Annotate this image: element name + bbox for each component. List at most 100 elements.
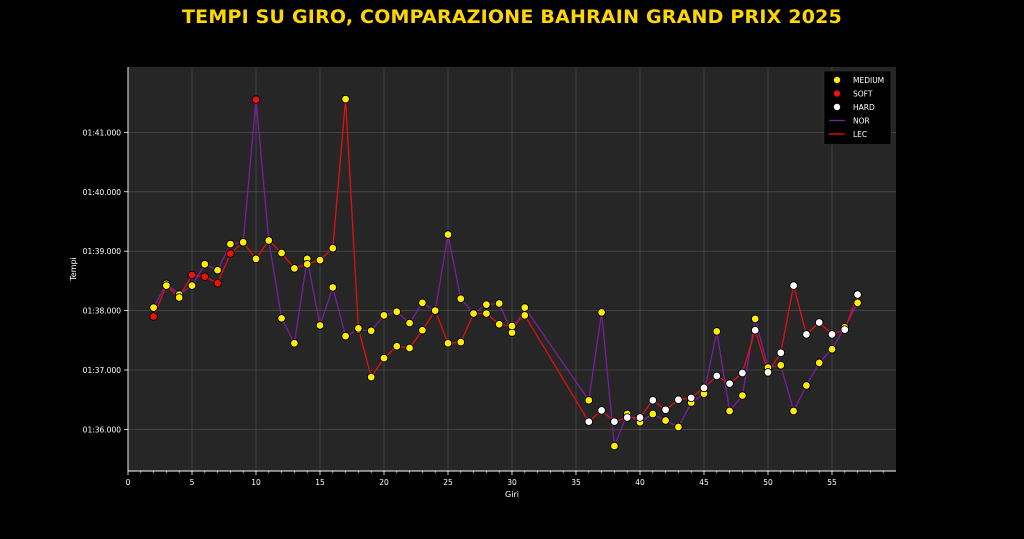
data-point-nor [290, 339, 299, 348]
data-point-lec [853, 290, 862, 299]
x-tick-label: 10 [251, 478, 261, 487]
legend: MEDIUM SOFT HARD NOR LEC [823, 70, 892, 145]
data-point-lec [494, 320, 504, 329]
data-point-nor [443, 230, 453, 239]
data-point-lec [456, 337, 466, 347]
data-point-lec [802, 330, 811, 339]
data-point-lec [392, 341, 402, 351]
data-point-lec [725, 379, 734, 388]
data-point-lec [482, 309, 491, 318]
series-line-nor [153, 99, 859, 447]
y-tick-label: 01:41.000 [83, 128, 122, 137]
x-tick-label: 55 [827, 478, 837, 487]
series-lines [152, 98, 859, 447]
x-tick-label: 15 [315, 478, 325, 487]
legend-marker-hard [833, 103, 842, 112]
data-point-nor [226, 239, 235, 249]
data-point-nor [661, 416, 670, 425]
data-point-lec [174, 293, 184, 302]
data-point-lec [789, 281, 798, 290]
data-point-nor [827, 344, 837, 354]
y-tick-label: 01:39.000 [83, 247, 122, 256]
legend-label-hard: HARD [853, 103, 875, 112]
data-point-lec [648, 396, 658, 405]
data-point-lec [584, 417, 594, 426]
data-point-lec [379, 353, 389, 363]
data-point-lec [520, 311, 530, 320]
x-tick-label: 0 [126, 478, 131, 487]
data-point-lec [277, 248, 286, 258]
y-tick-label: 01:38.000 [83, 307, 122, 316]
x-tick-label: 35 [571, 478, 581, 487]
data-point-lec [738, 368, 747, 378]
data-point-nor [213, 265, 222, 275]
data-point-nor [712, 327, 722, 336]
data-point-lec [430, 306, 440, 315]
data-point-nor [341, 331, 350, 341]
x-tick-label: 25 [443, 478, 453, 487]
legend-label-nor: NOR [853, 117, 870, 126]
y-axis-label: Tempi [69, 257, 78, 282]
y-tick-label: 01:37.000 [83, 366, 122, 375]
data-point-nor [200, 259, 210, 269]
data-point-nor [597, 308, 606, 317]
y-axis-ticks: 01:36.000 01:37.000 01:38.000 01:39.000 01:4… [83, 128, 128, 434]
series-points [149, 94, 862, 451]
data-point-lec [328, 243, 338, 253]
data-point-lec [469, 309, 478, 318]
data-point-lec [507, 321, 517, 331]
data-point-lec [686, 393, 696, 403]
data-point-lec [840, 325, 850, 334]
y-tick-label: 01:40.000 [83, 188, 122, 197]
data-point-lec [290, 264, 299, 273]
x-axis-ticks: 0 5 10 15 20 25 30 35 40 45 50 55 [126, 471, 884, 487]
data-point-nor [802, 381, 811, 390]
data-point-nor [725, 406, 734, 416]
legend-label-soft: SOFT [853, 90, 873, 99]
data-point-lec [814, 318, 824, 327]
series-line-lec [152, 98, 859, 423]
data-point-lec [226, 249, 235, 258]
data-point-nor [674, 422, 683, 432]
data-point-lec [302, 259, 312, 269]
data-point-nor [520, 303, 530, 312]
data-point-nor [187, 281, 197, 290]
data-point-nor [328, 283, 338, 292]
data-point-nor [738, 391, 747, 400]
data-point-lec [661, 405, 670, 415]
data-point-lec [264, 236, 274, 245]
legend-marker-medium [833, 76, 842, 85]
data-point-lec [366, 372, 376, 382]
data-point-nor [610, 441, 619, 451]
data-point-lec [635, 413, 645, 422]
x-tick-label: 20 [379, 478, 389, 487]
data-point-lec [763, 368, 773, 377]
data-point-lec [200, 272, 210, 281]
data-point-nor [366, 326, 376, 336]
data-point-lec [405, 343, 414, 353]
data-point-nor [776, 360, 786, 370]
data-point-nor [494, 299, 504, 308]
x-tick-label: 40 [635, 478, 645, 487]
data-point-lec [162, 281, 171, 290]
x-tick-label: 5 [190, 478, 195, 487]
data-point-lec [341, 94, 350, 104]
data-point-lec [750, 325, 760, 335]
data-point-lec [699, 383, 709, 393]
data-point-nor [405, 318, 414, 328]
data-point-lec [610, 417, 619, 426]
x-tick-label: 45 [699, 478, 709, 487]
data-point-nor [251, 95, 261, 104]
data-point-lec [251, 254, 261, 264]
data-point-nor [315, 321, 325, 330]
data-point-nor [482, 300, 491, 309]
legend-label-lec: LEC [853, 130, 867, 139]
data-point-lec [827, 330, 837, 339]
legend-label-medium: MEDIUM [853, 76, 884, 85]
data-point-lec [149, 312, 158, 321]
data-point-nor [648, 409, 658, 419]
data-point-lec [213, 279, 222, 288]
data-point-nor [418, 298, 427, 308]
data-point-lec [418, 325, 427, 335]
